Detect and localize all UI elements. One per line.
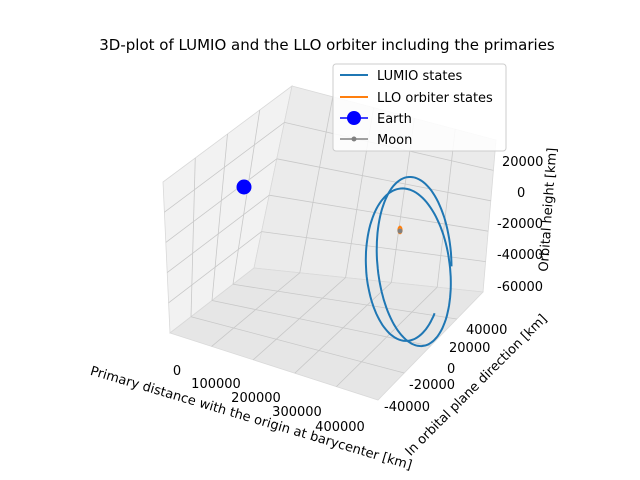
y-tick-label: 0 [447, 362, 455, 377]
pane-floor [169, 267, 484, 401]
legend-label-earth: Earth [377, 112, 412, 127]
y-tick-label: 40000 [466, 323, 507, 338]
grid-line [276, 158, 491, 202]
grid-line [190, 316, 405, 374]
chart-title: 3D-plot of LUMIO and the LLO orbiter inc… [99, 36, 555, 54]
legend: LUMIO states LLO orbiter states Earth Mo… [332, 63, 507, 152]
grid-line [232, 109, 261, 285]
z-tick-label: -20000 [497, 217, 543, 232]
y-tick-labels: -40000 -20000 0 20000 40000 [384, 323, 507, 415]
grid-lines [164, 96, 494, 387]
grid-line [211, 300, 431, 347]
x-tick-label: 200000 [231, 391, 281, 406]
x-tick-label: 300000 [272, 405, 322, 420]
series-layer [236, 176, 453, 348]
series-lumio-line [364, 176, 453, 348]
grid-line [436, 129, 456, 288]
grid-line [190, 157, 196, 317]
grid-line [232, 283, 457, 320]
x-tick-labels: 0 100000 200000 300000 400000 [173, 364, 365, 435]
y-tick-label: 20000 [449, 341, 490, 356]
axis-panes [162, 85, 497, 401]
z-tick-label: -40000 [497, 248, 543, 263]
legend-marker-moon [351, 136, 357, 142]
y-tick-label: -20000 [409, 378, 455, 393]
z-tick-label: 0 [517, 186, 525, 201]
z-tick-label: -60000 [497, 280, 543, 295]
z-tick-label: 20000 [502, 155, 543, 170]
legend-box [332, 63, 507, 152]
x-tick-label: 0 [173, 364, 181, 379]
x-tick-label: 400000 [315, 420, 365, 435]
z-tick-labels: -60000 -40000 -20000 0 20000 [497, 155, 543, 295]
x-tick-label: 100000 [191, 377, 241, 392]
moon-marker [397, 228, 403, 234]
grid-line [269, 194, 489, 232]
legend-marker-earth [347, 111, 361, 125]
legend-label-lumio: LUMIO states [377, 69, 462, 84]
grid-line [211, 133, 228, 301]
earth-marker [236, 179, 252, 195]
legend-label-moon: Moon [377, 133, 412, 148]
y-tick-label: -40000 [384, 400, 430, 415]
grid-line [299, 96, 334, 273]
legend-label-llo: LLO orbiter states [377, 91, 493, 106]
